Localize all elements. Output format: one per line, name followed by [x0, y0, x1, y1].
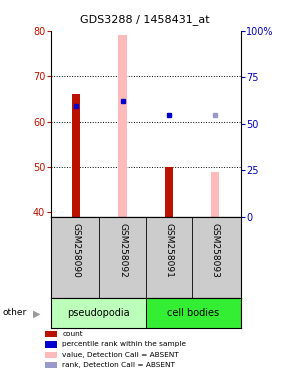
Bar	[165, 167, 173, 217]
Text: pseudopodia: pseudopodia	[67, 308, 130, 318]
Text: GDS3288 / 1458431_at: GDS3288 / 1458431_at	[80, 15, 210, 25]
Text: GSM258091: GSM258091	[164, 223, 173, 278]
Text: GSM258093: GSM258093	[211, 223, 220, 278]
Bar	[72, 94, 80, 217]
Text: percentile rank within the sample: percentile rank within the sample	[62, 341, 186, 348]
Bar	[146, 298, 241, 328]
Text: rank, Detection Call = ABSENT: rank, Detection Call = ABSENT	[62, 362, 175, 368]
Text: value, Detection Call = ABSENT: value, Detection Call = ABSENT	[62, 352, 179, 358]
Text: ▶: ▶	[33, 309, 41, 319]
Bar	[51, 298, 146, 328]
Text: GSM258092: GSM258092	[118, 223, 127, 278]
Text: other: other	[3, 308, 27, 318]
Text: cell bodies: cell bodies	[167, 308, 219, 318]
Bar	[118, 35, 127, 217]
Text: GSM258090: GSM258090	[72, 223, 81, 278]
Text: count: count	[62, 331, 83, 337]
Bar	[211, 172, 220, 217]
